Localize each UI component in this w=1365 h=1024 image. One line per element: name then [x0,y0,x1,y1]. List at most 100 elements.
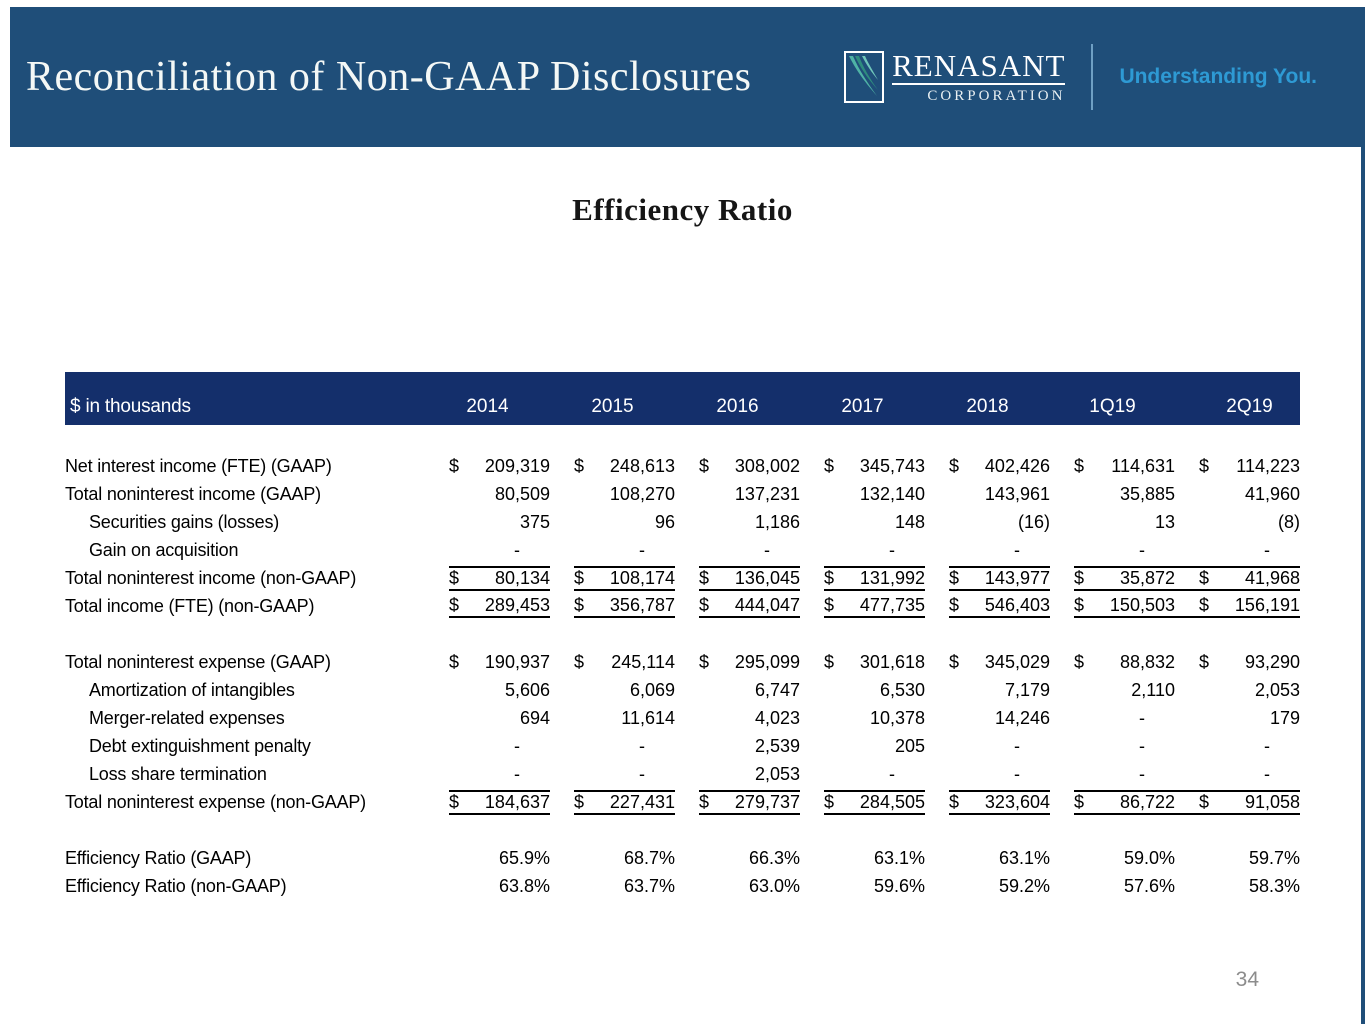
column-header-2017: 2017 [841,396,884,417]
table-row: Debt extinguishment penalty - - 2,539 205 - - - [65,732,1300,760]
value-cell: - [1050,764,1175,785]
cell-value: - [514,539,520,560]
logo-divider [1091,44,1094,110]
value-cell: $86,722 [1050,789,1175,815]
cell-value: 143,961 [984,483,1050,504]
value-cell: $345,743 [800,456,925,477]
spacer-row [65,816,1300,844]
dollar-sign: $ [949,651,960,672]
cell-value: 694 [519,707,550,728]
cell-value: 6,747 [754,679,800,700]
dollar-sign: $ [1074,455,1085,476]
value-cell: 66.3% [675,848,800,869]
value-cell: $131,992 [800,565,925,591]
value-cell: 7,179 [925,680,1050,701]
value-cell: 80,509 [425,484,550,505]
cell-value: 1,186 [754,511,800,532]
value-cell: $345,029 [925,652,1050,673]
dollar-sign: $ [824,791,835,812]
value-cell: $209,319 [425,456,550,477]
value-cell: 57.6% [1050,876,1175,897]
value-cell: $91,058 [1175,789,1300,815]
cell-value: - [1264,763,1270,784]
cell-value: 301,618 [859,651,925,672]
cell-value: 248,613 [609,455,675,476]
cell-value: 41,968 [1244,567,1300,588]
table-header-row: $ in thousands 2014 2015 2016 2017 2018 1Q19 2… [65,372,1300,425]
value-cell: 5,606 [425,680,550,701]
table-row: Net interest income (FTE) (GAAP) $209,319… [65,452,1300,480]
row-label: Total noninterest income (GAAP) [65,483,321,504]
value-cell: 35,885 [1050,484,1175,505]
cell-value: 190,937 [484,651,550,672]
cell-value: 4,023 [754,707,800,728]
cell-value: 143,977 [984,567,1050,588]
value-cell: $289,453 [425,595,550,618]
value-cell: $301,618 [800,652,925,673]
cell-value: 59.7% [1248,847,1300,868]
value-cell: 137,231 [675,484,800,505]
value-cell: 132,140 [800,484,925,505]
table-row: Gain on acquisition - - - - - - - [65,536,1300,564]
value-cell: - [550,764,675,785]
value-cell: 59.0% [1050,848,1175,869]
cell-value: 93,290 [1244,651,1300,672]
cell-value: 179 [1269,707,1300,728]
table-row: Total noninterest income (non-GAAP) $80,1… [65,564,1300,592]
dollar-sign: $ [449,594,460,615]
value-cell: 4,023 [675,708,800,729]
cell-value: 14,246 [994,707,1050,728]
column-header-2015: 2015 [591,396,634,417]
dollar-sign: $ [1074,651,1085,672]
section-title: Efficiency Ratio [572,192,793,227]
dollar-sign: $ [824,594,835,615]
cell-value: 114,631 [1111,455,1175,476]
cell-value: - [1014,539,1020,560]
dollar-sign: $ [949,567,960,588]
cell-value: - [639,735,645,756]
dollar-sign: $ [699,791,710,812]
cell-value: 5,606 [504,679,550,700]
dollar-sign: $ [949,455,960,476]
value-cell: 108,270 [550,484,675,505]
row-label: Gain on acquisition [89,539,239,560]
dollar-sign: $ [449,567,460,588]
value-cell: - [800,540,925,561]
dollar-sign: $ [1074,791,1085,812]
row-label: Merger-related expenses [89,707,285,728]
row-label: Securities gains (losses) [89,511,280,532]
value-cell: 2,053 [1175,680,1300,701]
cell-value: 108,270 [609,483,675,504]
dollar-sign: $ [1199,594,1210,615]
cell-value: 137,231 [734,483,800,504]
column-header-2014: 2014 [466,396,509,417]
value-cell: $356,787 [550,595,675,618]
cell-value: 477,735 [859,594,925,615]
table-row: Total income (FTE) (non-GAAP) $289,453 $35… [65,592,1300,620]
company-logo: RENASANT CORPORATION Understanding You. [844,7,1317,147]
value-cell: 63.8% [425,876,550,897]
title-banner: Reconciliation of Non-GAAP Disclosures R… [10,7,1365,147]
value-cell: 41,960 [1175,484,1300,505]
value-cell: $143,977 [925,565,1050,591]
dollar-sign: $ [949,791,960,812]
cell-value: 131,992 [859,567,925,588]
cell-value: 205 [894,735,925,756]
cell-value: - [639,539,645,560]
cell-value: 80,134 [494,567,550,588]
row-label: Total noninterest income (non-GAAP) [65,567,357,588]
value-cell: $184,637 [425,789,550,815]
value-cell: 179 [1175,708,1300,729]
value-cell: - [925,736,1050,757]
dollar-sign: $ [574,594,585,615]
cell-value: - [889,539,895,560]
cell-value: 150,503 [1109,594,1175,615]
cell-value: 284,505 [859,791,925,812]
cell-value: 227,431 [609,791,675,812]
value-cell: 11,614 [550,708,675,729]
value-cell: 59.6% [800,876,925,897]
value-cell: 10,378 [800,708,925,729]
dollar-sign: $ [824,651,835,672]
value-cell: 694 [425,708,550,729]
cell-value: 132,140 [859,483,925,504]
